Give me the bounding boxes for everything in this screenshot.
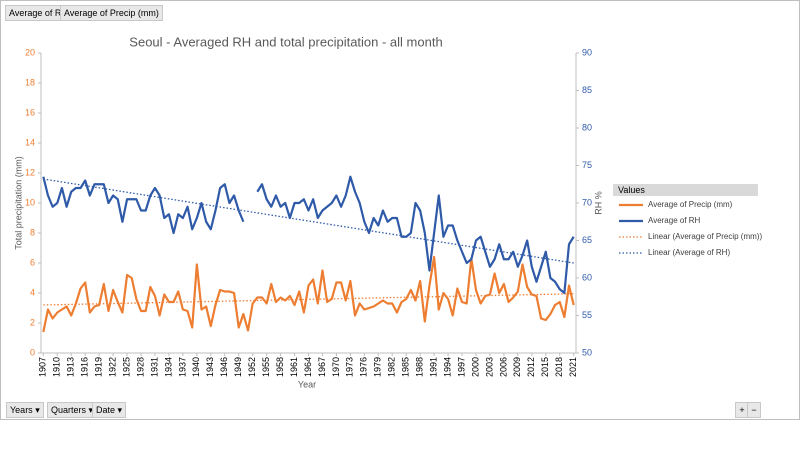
chart: Seoul - Averaged RH and total precipitat… <box>13 34 762 389</box>
collapse-button[interactable]: − <box>747 402 761 418</box>
legend-label: Average of RH <box>648 216 701 225</box>
x-tick-label: 2009 <box>512 357 522 377</box>
x-tick-label: 1946 <box>219 357 229 377</box>
y-tick-label: 0 <box>30 347 35 357</box>
chart-title: Seoul - Averaged RH and total precipitat… <box>129 34 442 49</box>
legend-label: Average of Precip (mm) <box>648 200 733 209</box>
y-tick-label: 4 <box>30 287 35 297</box>
x-axis-title: Year <box>298 379 316 389</box>
x-tick-label: 1988 <box>415 357 425 377</box>
y-axis-title: Total precipitation (mm) <box>13 156 23 250</box>
x-tick-label: 1925 <box>121 357 131 377</box>
field-button[interactable]: Average of Precip (mm) <box>60 5 163 21</box>
x-tick-label: 1928 <box>135 357 145 377</box>
x-tick-label: 1967 <box>317 357 327 377</box>
x-tick-label: 1916 <box>80 357 90 377</box>
axis-button[interactable]: Years ▾ <box>6 402 44 418</box>
legend-label: Linear (Average of RH) <box>648 248 730 257</box>
x-tick-label: 1937 <box>177 357 187 377</box>
x-tick-label: 1976 <box>359 357 369 377</box>
pivot-chart: Average of RH Average of Precip (mm) Yea… <box>0 0 800 420</box>
legend-title: Values <box>618 185 645 195</box>
x-tick-label: 1955 <box>261 357 271 377</box>
x-tick-label: 1949 <box>233 357 243 377</box>
button-label: Years <box>10 405 33 415</box>
y-tick-label: 14 <box>25 137 35 147</box>
x-tick-label: 1994 <box>442 357 452 377</box>
x-tick-label: 1934 <box>163 357 173 377</box>
x-tick-label: 1943 <box>205 357 215 377</box>
data-line <box>42 255 575 333</box>
x-tick-label: 2012 <box>526 357 536 377</box>
y2-tick-label: 50 <box>582 347 592 357</box>
x-tick-label: 1940 <box>191 357 201 377</box>
y-tick-label: 12 <box>25 167 35 177</box>
legend-label: Linear (Average of Precip (mm)) <box>648 232 762 241</box>
legend-header <box>613 184 758 196</box>
y2-tick-label: 75 <box>582 160 592 170</box>
x-tick-label: 1913 <box>66 357 76 377</box>
y-tick-label: 8 <box>30 227 35 237</box>
x-tick-label: 1952 <box>247 357 257 377</box>
expand-button[interactable]: + <box>735 402 749 418</box>
y2-tick-label: 90 <box>582 47 592 57</box>
x-tick-label: 1970 <box>331 357 341 377</box>
y-tick-label: 10 <box>25 197 35 207</box>
x-tick-label: 1991 <box>428 357 438 377</box>
trend-line <box>43 293 574 306</box>
x-tick-label: 1931 <box>149 357 159 377</box>
y-tick-label: 6 <box>30 257 35 267</box>
y2-tick-label: 55 <box>582 310 592 320</box>
y2-tick-label: 60 <box>582 272 592 282</box>
y2-tick-label: 85 <box>582 85 592 95</box>
y2-tick-label: 80 <box>582 122 592 132</box>
x-tick-label: 2015 <box>540 357 550 377</box>
x-tick-label: 1910 <box>52 357 62 377</box>
x-tick-label: 1907 <box>38 357 48 377</box>
button-label: Quarters <box>51 405 87 415</box>
x-tick-label: 2000 <box>470 357 480 377</box>
x-tick-label: 2021 <box>568 357 578 377</box>
x-tick-label: 1958 <box>275 357 285 377</box>
axis-button[interactable]: Date ▾ <box>92 402 127 418</box>
data-line <box>42 175 575 295</box>
x-tick-label: 2003 <box>484 357 494 377</box>
x-tick-label: 1982 <box>387 357 397 377</box>
x-tick-label: 1961 <box>289 357 299 377</box>
y2-axis-title: RH % <box>593 191 603 215</box>
x-tick-label: 2018 <box>554 357 564 377</box>
y-tick-label: 16 <box>25 107 35 117</box>
y2-tick-label: 70 <box>582 197 592 207</box>
y-tick-label: 20 <box>25 47 35 57</box>
x-tick-label: 2006 <box>498 357 508 377</box>
x-tick-label: 1997 <box>456 357 466 377</box>
y2-tick-label: 65 <box>582 235 592 245</box>
y-tick-label: 2 <box>30 317 35 327</box>
x-tick-label: 1919 <box>94 357 104 377</box>
x-tick-label: 1964 <box>303 357 313 377</box>
x-tick-label: 1985 <box>401 357 411 377</box>
button-label: Date <box>96 405 116 415</box>
x-tick-label: 1973 <box>345 357 355 377</box>
y-tick-label: 18 <box>25 77 35 87</box>
x-tick-label: 1979 <box>373 357 383 377</box>
x-tick-label: 1922 <box>107 357 117 377</box>
